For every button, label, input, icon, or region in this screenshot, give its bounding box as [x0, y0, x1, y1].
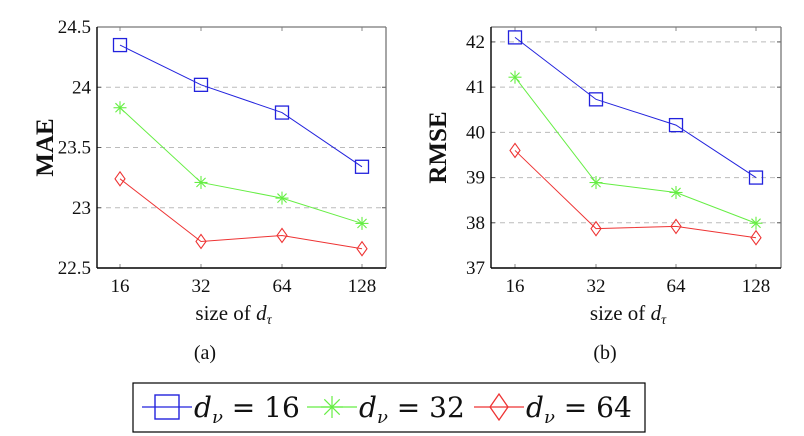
y-axis-label: RMSE	[425, 111, 452, 183]
data-point	[356, 240, 368, 257]
series-1	[112, 37, 370, 174]
x-axis-label-prefix: size of	[195, 301, 256, 325]
data-point	[590, 220, 602, 237]
data-point	[749, 216, 763, 230]
series-2	[508, 70, 763, 230]
data-point	[509, 142, 521, 159]
x-tick-label: 128	[742, 276, 771, 297]
data-point	[507, 30, 523, 45]
legend-entry-2: dν = 32	[307, 391, 465, 428]
chart-panel-a: 22.5 23 23.5 24 24.5 16 32 64 128 MAE size of dτ (a…	[32, 17, 387, 364]
y-tick-label: 41	[466, 77, 485, 98]
series-1	[507, 30, 764, 185]
star-marker-icon	[321, 396, 343, 418]
data-point	[748, 170, 764, 185]
y-tick-label: 23.5	[58, 138, 91, 159]
data-point	[114, 170, 126, 187]
data-point	[508, 70, 522, 84]
data-point-stroke	[591, 177, 601, 188]
series-line	[119, 107, 363, 224]
data-point	[670, 218, 682, 235]
y-tick-label: 39	[466, 168, 485, 189]
legend-entry-3: dν = 64	[474, 391, 632, 428]
data-point-stroke	[115, 102, 125, 113]
legend-var: d	[359, 391, 377, 424]
y-tick-label: 24	[72, 77, 92, 98]
y-tick-label: 23	[72, 198, 91, 219]
legend-sub: ν	[377, 407, 388, 428]
x-axis-label-prefix: size of	[590, 301, 651, 325]
y-axis-label: MAE	[32, 118, 59, 176]
legend-sub: ν	[212, 407, 223, 428]
legend-sub: ν	[544, 407, 555, 428]
series-line	[514, 150, 757, 239]
data-point	[275, 191, 289, 205]
x-tick-label: 16	[111, 276, 130, 297]
data-point-stroke	[196, 177, 206, 188]
series-line	[514, 76, 757, 224]
series-3	[509, 142, 762, 246]
x-tick-label: 32	[587, 276, 606, 297]
legend-label: dν = 32	[359, 391, 465, 428]
data-point-stroke	[357, 218, 367, 229]
data-point	[276, 227, 288, 244]
x-axis-label-var: d	[651, 301, 662, 325]
data-point-stroke	[510, 72, 520, 83]
data-point	[588, 92, 604, 107]
data-point	[113, 101, 127, 115]
data-point	[195, 233, 207, 250]
y-tick-label: 24.5	[58, 17, 91, 38]
data-point	[194, 175, 208, 189]
legend-entry-1: dν = 16	[142, 391, 300, 428]
x-axis-label-var: d	[256, 301, 267, 325]
x-axis-label: size of dτ	[590, 301, 667, 328]
x-tick-label: 32	[192, 276, 211, 297]
legend-var: d	[526, 391, 544, 424]
data-point-stroke	[277, 193, 287, 204]
chart-panel-b: 37 38 39 40 41 42 16 32 64 128 RMSE size of dτ (b)	[425, 26, 782, 364]
legend-eq: = 32	[388, 391, 465, 424]
diamond-marker-icon	[489, 392, 509, 422]
x-tick-label: 64	[667, 276, 687, 297]
series-3	[114, 170, 368, 257]
data-point	[193, 77, 209, 92]
data-point	[668, 117, 684, 133]
legend-eq: = 16	[223, 391, 300, 424]
data-point-stroke	[671, 187, 681, 198]
data-point-stroke	[751, 218, 761, 229]
subfigure-caption: (b)	[593, 342, 616, 364]
legend-box	[132, 382, 646, 433]
square-marker-icon	[154, 394, 180, 420]
data-point	[274, 105, 290, 120]
series-line	[119, 178, 363, 250]
x-axis-label-sub: τ	[661, 313, 667, 328]
legend-eq: = 64	[555, 391, 632, 424]
y-tick-label: 38	[466, 213, 485, 234]
legend-label: dν = 16	[194, 391, 300, 428]
subfigure-caption: (a)	[194, 342, 216, 364]
x-tick-label: 64	[273, 276, 293, 297]
data-point	[112, 37, 128, 53]
x-axis-label: size of dτ	[195, 301, 272, 328]
data-point	[750, 229, 762, 246]
legend-label: dν = 64	[526, 391, 632, 428]
data-point	[355, 216, 369, 230]
y-tick-label: 37	[466, 258, 485, 279]
legend: dν = 16 dν = 32 dν = 64	[132, 382, 646, 433]
series-line	[119, 44, 363, 168]
series-2	[113, 101, 369, 230]
data-point	[589, 176, 603, 190]
series-line	[514, 37, 757, 178]
data-point	[354, 159, 370, 174]
y-tick-label: 22.5	[58, 258, 91, 279]
data-point	[669, 185, 683, 199]
legend-var: d	[194, 391, 212, 424]
star-stroke	[323, 398, 341, 416]
x-axis-label-sub: τ	[267, 313, 273, 328]
y-tick-label: 42	[466, 32, 485, 53]
x-tick-label: 16	[506, 276, 525, 297]
x-tick-label: 128	[348, 276, 377, 297]
y-tick-label: 40	[466, 122, 485, 143]
